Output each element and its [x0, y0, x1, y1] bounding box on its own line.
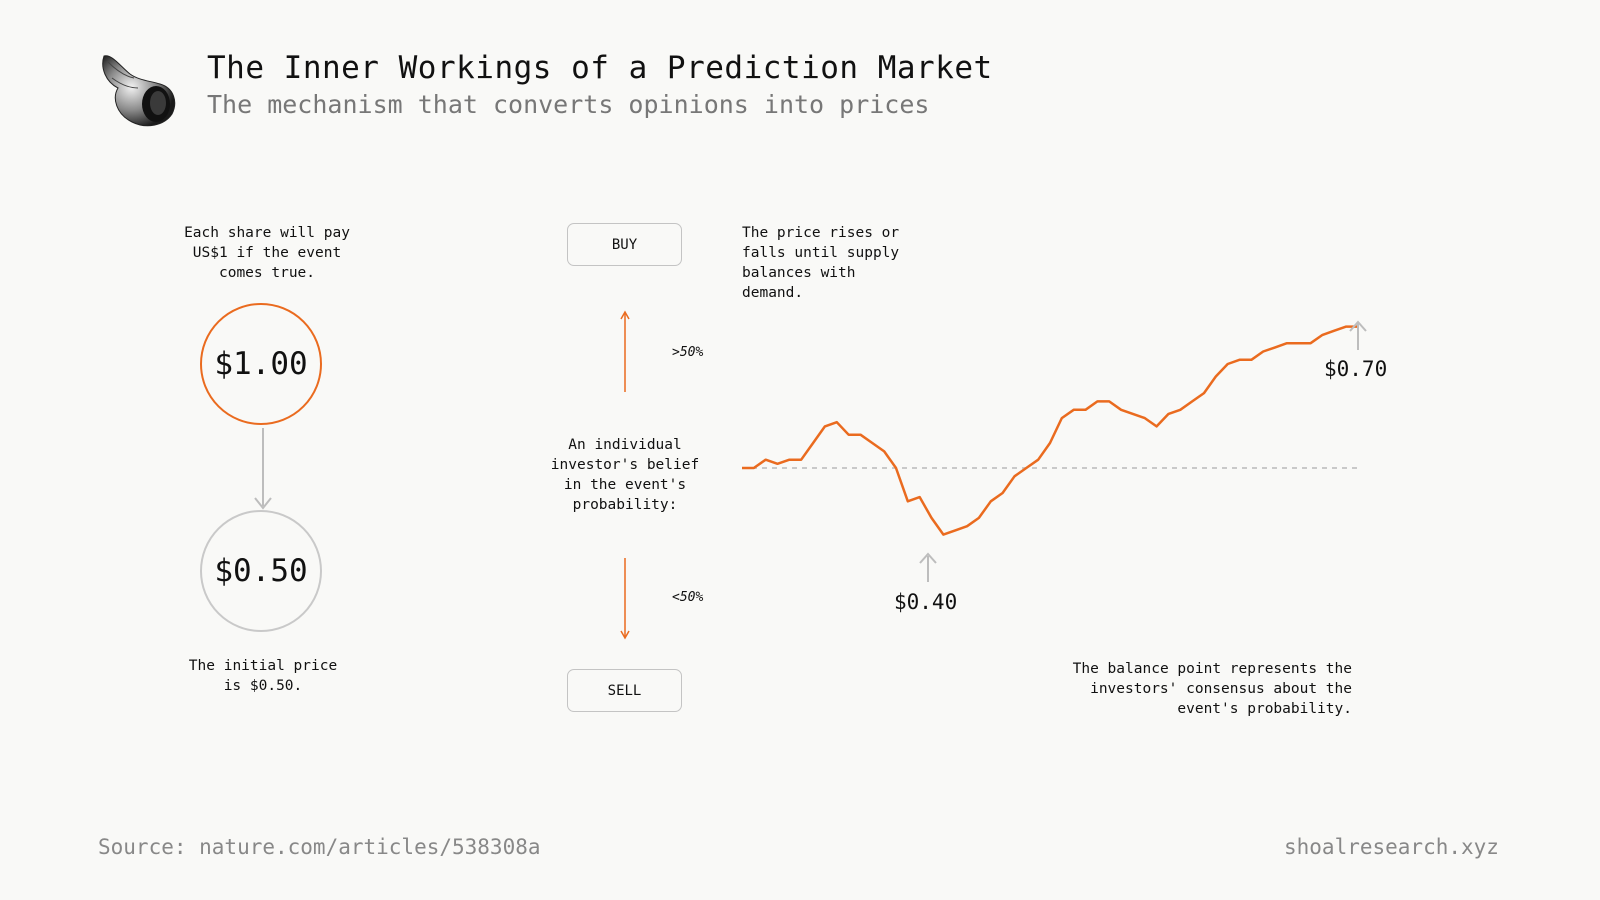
belief-note: An individual investor's belief in the e… [550, 437, 700, 513]
final-price-arrow [1349, 320, 1367, 350]
price-chart [742, 320, 1367, 582]
final-price-label: $0.70 [1324, 357, 1388, 381]
page-subtitle: The mechanism that converts opinions int… [207, 90, 930, 119]
coin-connector-arrowhead [254, 497, 272, 510]
sell-arrowhead [620, 630, 630, 640]
above-50-label: >50% [672, 345, 704, 360]
price-series-line [742, 325, 1358, 536]
buy-arrowhead [620, 310, 630, 320]
balance-point-note: The balance point represents the investo… [1072, 661, 1352, 717]
shell-logo [98, 48, 180, 130]
low-price-arrow [919, 552, 937, 582]
buy-button[interactable]: BUY [567, 223, 682, 266]
buy-button-label: BUY [611, 236, 638, 253]
site-credit: shoalresearch.xyz [1284, 835, 1499, 859]
sell-button[interactable]: SELL [567, 669, 682, 712]
below-50-label: <50% [672, 590, 704, 605]
source-citation: Source: nature.com/articles/538308a [98, 835, 541, 859]
low-price-label: $0.40 [894, 590, 958, 614]
initial-price-coin: $0.50 [200, 510, 322, 632]
payout-note: Each share will pay US$1 if the event co… [184, 225, 350, 281]
page-title: The Inner Workings of a Prediction Marke… [207, 50, 993, 86]
initial-price-note: The initial price is $0.50. [188, 658, 338, 694]
price-mechanism-note: The price rises or falls until supply ba… [742, 225, 900, 301]
payout-value: $1.00 [214, 346, 308, 382]
payout-coin: $1.00 [200, 303, 322, 425]
sell-button-label: SELL [607, 682, 642, 699]
initial-price-value: $0.50 [214, 553, 308, 589]
